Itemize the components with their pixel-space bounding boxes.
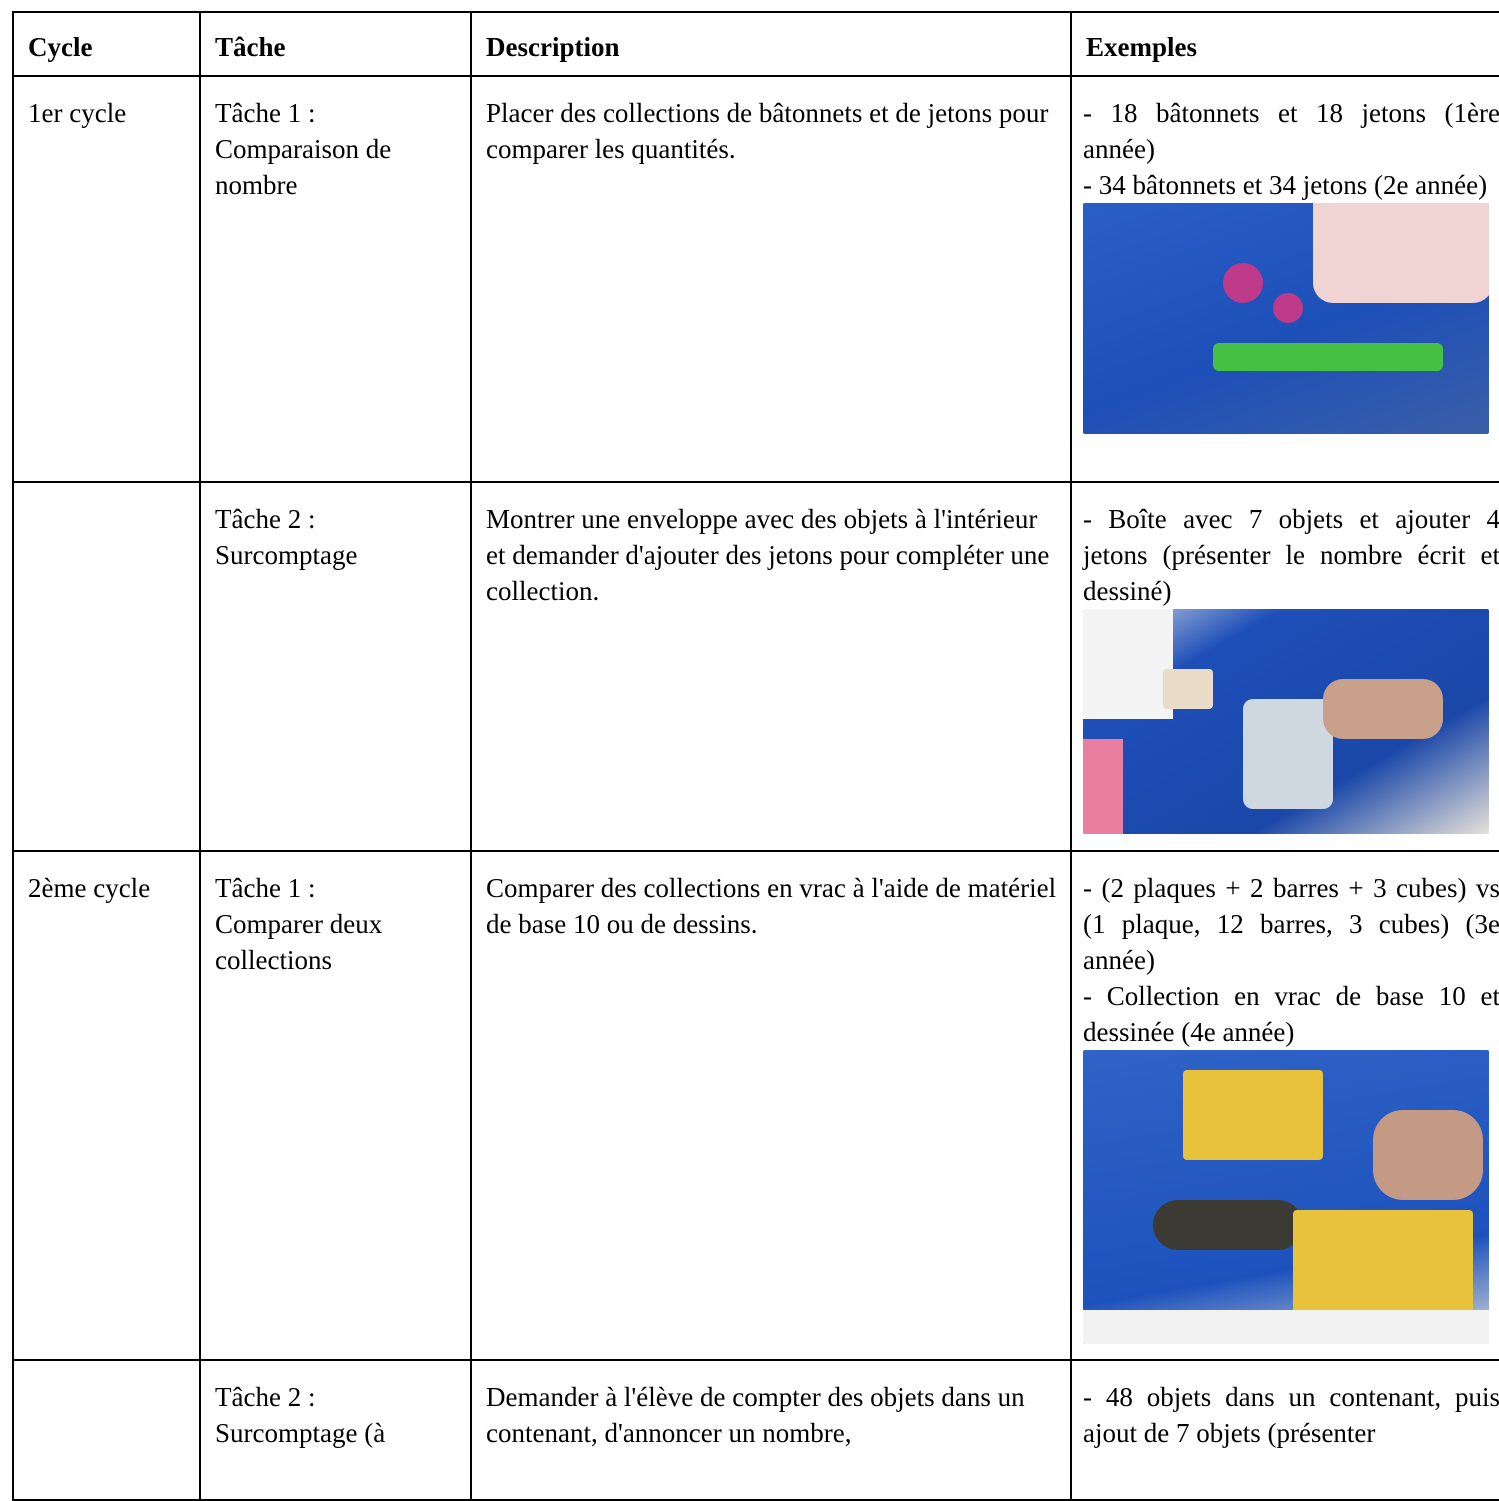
task-text: Tâche 1 : [215, 98, 316, 128]
photo-object [1373, 1110, 1483, 1200]
example-text: - 34 bâtonnets et 34 jetons (2e année) [1083, 170, 1488, 200]
table-row: 1er cycle Tâche 1 : Comparaison de nombre P… [12, 75, 1499, 483]
photo-object [1313, 203, 1489, 303]
photo-object [1183, 1070, 1323, 1160]
example-text: - 48 objets dans un contenant, puis ajou… [1083, 1382, 1499, 1448]
photo-object [1223, 263, 1263, 303]
example-text: - (2 plaques + 2 barres + 3 cubes) vs (1… [1083, 873, 1499, 975]
task-text: Comparaison de nombre [215, 134, 392, 200]
header-cell: Description [470, 11, 1072, 77]
description-cell: Placer des collections de bâtonnets et d… [470, 75, 1072, 483]
description-cell: Demander à l'élève de compter des objets… [470, 1359, 1072, 1501]
photo [1083, 1050, 1489, 1344]
description-cell: Montrer une enveloppe avec des objets à … [470, 481, 1072, 852]
example-text: - 18 bâtonnets et 18 jetons (1ère année) [1083, 98, 1499, 164]
examples-cell: - Boîte avec 7 objets et ajouter 4 jeton… [1070, 481, 1499, 852]
table-row: Tâche 2 : Surcomptage Montrer une envelopp… [12, 481, 1499, 852]
table-body: 1er cycle Tâche 1 : Comparaison de nombre P… [12, 75, 1499, 1501]
cycle-cell [12, 481, 201, 852]
task-text: Surcomptage [215, 540, 358, 570]
cycle-cell [12, 1359, 201, 1501]
task-cell: Tâche 2 : Surcomptage (à [199, 1359, 472, 1501]
task-text: Comparer deux collections [215, 909, 383, 975]
examples-cell: - (2 plaques + 2 barres + 3 cubes) vs (1… [1070, 850, 1499, 1361]
photo-object [1273, 293, 1303, 323]
photo-object [1323, 679, 1443, 739]
photo-object [1083, 739, 1123, 834]
photo-object [1083, 1310, 1489, 1344]
description-text: Placer des collections de bâtonnets et d… [486, 98, 1049, 164]
example-text: - Boîte avec 7 objets et ajouter 4 jeton… [1083, 504, 1499, 606]
task-text: Tâche 2 : [215, 1382, 316, 1412]
task-text: Surcomptage (à [215, 1418, 386, 1448]
task-table: Cycle Tâche Description Exemples 1er cyc… [12, 11, 1499, 1501]
description-cell: Comparer des collections en vrac à l'aid… [470, 850, 1072, 1361]
cycle-text: 1er cycle [28, 98, 127, 128]
photo-object [1243, 699, 1333, 809]
photo-object [1083, 609, 1173, 719]
photo [1083, 609, 1489, 834]
examples-cell: - 18 bâtonnets et 18 jetons (1ère année)… [1070, 75, 1499, 483]
photo-object [1153, 1200, 1303, 1250]
header-row: Cycle Tâche Description Exemples [12, 11, 1499, 77]
table-row: 2ème cycle Tâche 1 : Comparer deux collect… [12, 850, 1499, 1361]
description-text: Demander à l'élève de compter des objets… [486, 1382, 1025, 1448]
task-cell: Tâche 1 : Comparer deux collections [199, 850, 472, 1361]
description-text: Comparer des collections en vrac à l'aid… [486, 873, 1057, 939]
example-text: - Collection en vrac de base 10 et dessi… [1083, 981, 1499, 1047]
task-cell: Tâche 1 : Comparaison de nombre [199, 75, 472, 483]
description-text: Montrer une enveloppe avec des objets à … [486, 504, 1050, 606]
page: Cycle Tâche Description Exemples 1er cyc… [12, 11, 1499, 1501]
header-cell: Cycle [12, 11, 201, 77]
task-cell: Tâche 2 : Surcomptage [199, 481, 472, 852]
cycle-cell: 1er cycle [12, 75, 201, 483]
header-cell: Tâche [199, 11, 472, 77]
cycle-cell: 2ème cycle [12, 850, 201, 1361]
table-row: Tâche 2 : Surcomptage (à Demander à l'élèv… [12, 1359, 1499, 1501]
cycle-text: 2ème cycle [28, 873, 151, 903]
photo-object [1163, 669, 1213, 709]
examples-cell: - 48 objets dans un contenant, puis ajou… [1070, 1359, 1499, 1501]
header-cell: Exemples [1070, 11, 1499, 77]
task-text: Tâche 1 : [215, 873, 316, 903]
photo-object [1213, 343, 1443, 371]
photo [1083, 203, 1489, 434]
task-text: Tâche 2 : [215, 504, 316, 534]
